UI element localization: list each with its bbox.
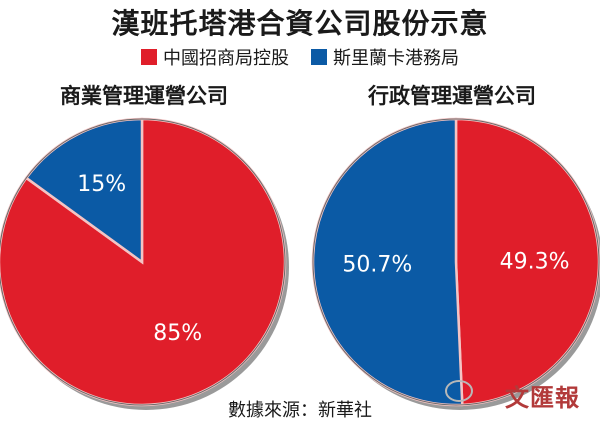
pie-outline xyxy=(0,118,286,406)
pie-slice-label: 50.7% xyxy=(342,253,412,278)
legend-label-china-merchants: 中國招商局控股 xyxy=(163,48,289,69)
pie-slice-label: 15% xyxy=(77,172,126,197)
pie-slice-label: 85% xyxy=(153,321,202,346)
source-note: 數據來源：新華社 xyxy=(228,400,372,421)
pie-administrative: 49.3% 50.7% xyxy=(311,117,600,410)
pie-title-administrative: 行政管理運營公司 xyxy=(368,84,536,108)
wenweipo-logo: 文匯報 xyxy=(505,383,580,412)
legend-item-china-merchants: 中國招商局控股 xyxy=(141,44,289,70)
wenweipo-logo-mark xyxy=(445,380,473,402)
pie-commercial: 85% 15% xyxy=(0,117,289,410)
legend: 中國招商局控股 斯里蘭卡港務局 xyxy=(0,44,600,70)
legend-swatch-red xyxy=(141,49,157,65)
pie-slice-label: 49.3% xyxy=(500,249,570,274)
pie-outline xyxy=(312,118,600,406)
pie-title-commercial: 商業管理運營公司 xyxy=(60,84,228,108)
legend-swatch-blue xyxy=(311,49,327,65)
chart-title: 漢班托塔港合資公司股份示意 xyxy=(111,7,489,40)
legend-item-slpa: 斯里蘭卡港務局 xyxy=(311,44,459,70)
legend-label-slpa: 斯里蘭卡港務局 xyxy=(333,48,459,69)
